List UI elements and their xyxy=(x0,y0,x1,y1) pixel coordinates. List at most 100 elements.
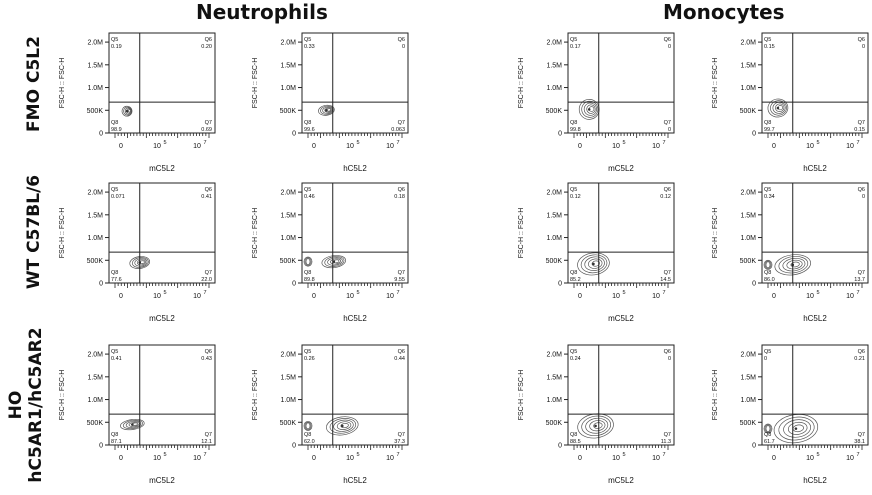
y-axis-label: FSC-H :: FSC-H xyxy=(712,370,719,421)
y-tick-label: 500K xyxy=(740,258,757,265)
contour-line xyxy=(774,254,811,276)
x-tick-label: 10 xyxy=(846,293,854,300)
y-axis-label: FSC-H :: FSC-H xyxy=(712,208,719,259)
x-tick-exponent: 5 xyxy=(622,290,625,296)
quadrant-name-q6: Q6 xyxy=(398,349,405,355)
contour-line xyxy=(581,415,612,437)
y-axis-label: FSC-H :: FSC-H xyxy=(518,370,525,421)
y-tick-label: 0 xyxy=(752,281,756,288)
quadrant-value-q6: 0.12 xyxy=(660,194,671,200)
quadrant-value-q5: 0.24 xyxy=(570,356,581,362)
quadrant-value-q5: 0.33 xyxy=(304,44,315,50)
quadrant-value-q8: 99.7 xyxy=(764,127,775,133)
contour-line xyxy=(591,260,600,267)
quadrant-value-q6: 0.41 xyxy=(201,194,212,200)
y-tick-label: 0 xyxy=(558,443,562,450)
y-axis-label: FSC-H :: FSC-H xyxy=(252,370,259,421)
x-tick-label: 10 xyxy=(153,455,161,462)
quadrant-value-q8: 77.6 xyxy=(111,277,122,283)
y-tick-label: 500K xyxy=(546,108,563,115)
quadrant-name-q5: Q5 xyxy=(764,349,771,355)
x-tick-label: 0 xyxy=(312,293,316,300)
y-tick-label: 2.0M xyxy=(87,352,103,359)
contour-line xyxy=(589,420,606,432)
quadrant-name-q8: Q8 xyxy=(764,120,771,126)
quadrant-value-q8: 62.0 xyxy=(304,439,315,445)
x-axis-label: hC5L2 xyxy=(343,476,367,485)
x-tick-exponent: 7 xyxy=(856,290,859,296)
quadrant-value-q6: 0.20 xyxy=(201,44,212,50)
quadrant-value-q7: 0.15 xyxy=(854,127,865,133)
y-tick-label: 1.0M xyxy=(87,397,103,404)
contour-core xyxy=(794,427,798,430)
y-tick-label: 1.5M xyxy=(546,374,562,381)
x-axis-label: mC5L2 xyxy=(608,476,634,485)
plot-frame xyxy=(301,182,409,284)
contour-line xyxy=(329,418,357,434)
quadrant-name-q7: Q7 xyxy=(858,270,865,276)
x-tick-exponent: 7 xyxy=(856,140,859,146)
quadrant-name-q8: Q8 xyxy=(764,270,771,276)
x-tick-exponent: 7 xyxy=(203,290,206,296)
contour-tail xyxy=(303,420,313,431)
plot-frame xyxy=(108,344,216,446)
quadrant-name-q6: Q6 xyxy=(664,349,671,355)
quadrant-name-q8: Q8 xyxy=(111,270,118,276)
y-tick-label: 2.0M xyxy=(546,190,562,197)
contour-line xyxy=(770,100,787,116)
y-tick-label: 0 xyxy=(292,443,296,450)
y-tick-label: 500K xyxy=(740,420,757,427)
x-tick-label: 10 xyxy=(652,455,660,462)
contour-core xyxy=(131,423,134,426)
y-tick-label: 1.5M xyxy=(546,62,562,69)
quadrant-value-q7: 14.5 xyxy=(660,277,671,283)
x-tick-label: 10 xyxy=(346,455,354,462)
y-tick-label: 1.5M xyxy=(87,374,103,381)
quadrant-name-q5: Q5 xyxy=(111,187,118,193)
plot-frame xyxy=(761,32,869,134)
contour-line xyxy=(129,256,151,269)
y-tick-label: 2.0M xyxy=(546,352,562,359)
x-tick-exponent: 7 xyxy=(396,290,399,296)
contour-tail xyxy=(305,258,311,265)
x-tick-label: 10 xyxy=(193,293,201,300)
quadrant-name-q7: Q7 xyxy=(398,270,405,276)
x-tick-label: 10 xyxy=(806,455,814,462)
quadrant-value-q6: 0 xyxy=(402,44,405,50)
contour-tail xyxy=(763,259,773,270)
x-tick-label: 10 xyxy=(652,143,660,150)
y-tick-label: 2.0M xyxy=(740,190,756,197)
y-axis-label: FSC-H :: FSC-H xyxy=(59,208,66,259)
contour-line xyxy=(326,416,359,436)
x-tick-label: 10 xyxy=(193,455,201,462)
x-tick-label: 10 xyxy=(846,455,854,462)
quadrant-name-q8: Q8 xyxy=(111,432,118,438)
quadrant-value-q7: 11.3 xyxy=(661,439,671,445)
contour-core xyxy=(340,424,344,428)
x-tick-label: 10 xyxy=(612,293,620,300)
contour-line xyxy=(775,103,785,112)
quadrant-name-q7: Q7 xyxy=(398,120,405,126)
quadrant-name-q8: Q8 xyxy=(304,432,311,438)
x-tick-exponent: 5 xyxy=(163,290,166,296)
y-tick-label: 1.5M xyxy=(280,62,296,69)
x-tick-exponent: 7 xyxy=(396,140,399,146)
quadrant-value-q7: 37.3 xyxy=(394,439,405,445)
contour-core xyxy=(125,109,129,113)
contour-core xyxy=(776,106,780,110)
contour-core xyxy=(587,108,591,111)
quadrant-name-q7: Q7 xyxy=(664,120,671,126)
y-tick-label: 2.0M xyxy=(740,352,756,359)
quadrant-name-q6: Q6 xyxy=(664,37,671,43)
x-tick-label: 10 xyxy=(153,143,161,150)
x-tick-label: 0 xyxy=(578,293,582,300)
x-tick-label: 0 xyxy=(578,143,582,150)
quadrant-value-q5: 0.17 xyxy=(570,44,581,50)
contour-cluster xyxy=(578,99,600,120)
plot-frame xyxy=(567,182,675,284)
y-tick-label: 1.0M xyxy=(740,235,756,242)
